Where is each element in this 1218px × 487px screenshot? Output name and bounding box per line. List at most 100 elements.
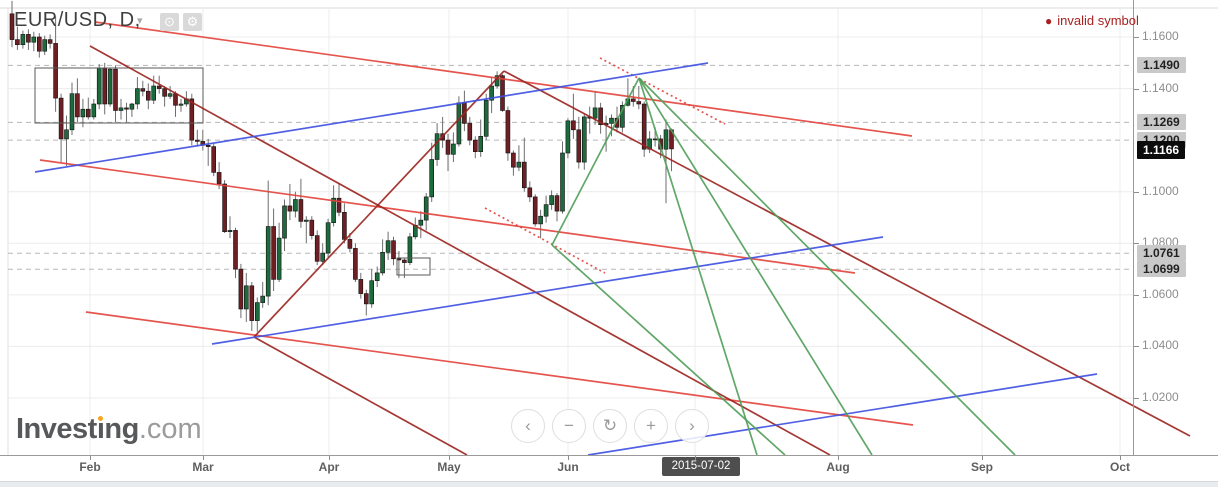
candle-body xyxy=(636,101,642,105)
chevron-down-icon[interactable]: ▾ xyxy=(137,15,143,27)
drawn-rectangle[interactable] xyxy=(34,67,204,124)
candle-body xyxy=(113,68,118,111)
candle-body xyxy=(527,187,533,198)
trendline-red-march-breakdown[interactable] xyxy=(253,336,468,455)
candle-body xyxy=(69,93,75,131)
candle-body xyxy=(516,161,522,168)
trendline-blue-rising-upper[interactable] xyxy=(34,62,709,173)
trendline-red-mid-support[interactable] xyxy=(39,159,856,274)
price-tick xyxy=(1134,243,1139,245)
month-label: Aug xyxy=(826,460,850,474)
candle-body xyxy=(271,226,276,280)
month-tick xyxy=(329,456,330,460)
trendline-green-fan-steep[interactable] xyxy=(638,77,758,455)
candle-body xyxy=(342,212,347,240)
candle-body xyxy=(456,102,462,145)
candle-body xyxy=(162,88,167,97)
candle-body xyxy=(353,248,358,280)
pan-right-button[interactable]: › xyxy=(675,409,709,443)
alert-dot-icon: ● xyxy=(1045,14,1053,28)
candle-body xyxy=(402,259,407,263)
price-chart-canvas[interactable] xyxy=(0,0,1218,455)
trendline-red-rally-to-may-high[interactable] xyxy=(253,70,505,338)
alert-price-label[interactable]: 1.1490 xyxy=(1137,57,1186,74)
month-label: Apr xyxy=(318,460,340,474)
candle-body xyxy=(554,195,560,212)
candle-body xyxy=(265,226,271,297)
candle-body xyxy=(511,152,516,168)
candle-body xyxy=(549,195,554,205)
candle-body xyxy=(347,239,353,249)
drawn-rectangle[interactable] xyxy=(396,257,431,276)
candle-body xyxy=(363,293,369,305)
trendline-red-dotted-upper[interactable] xyxy=(599,57,726,125)
price-axis[interactable]: 1.16001.14901.14001.12691.12001.10001.08… xyxy=(1133,0,1218,455)
candle-body xyxy=(91,103,97,118)
candle-body xyxy=(483,99,489,137)
month-label: Sep xyxy=(970,460,994,474)
candle-body xyxy=(96,67,102,105)
candle-body xyxy=(592,107,598,119)
month-tick xyxy=(695,456,696,460)
candle-body xyxy=(543,204,549,217)
gear-icon[interactable]: ⚙ xyxy=(183,13,202,31)
symbol-title: EUR/USD, D, xyxy=(14,9,141,31)
trendline-red-steep-channel[interactable] xyxy=(89,45,831,455)
trendline-blue-rising-lower[interactable] xyxy=(587,373,1098,455)
candle-body xyxy=(571,120,576,131)
trendline-green-fan-mid[interactable] xyxy=(638,77,873,455)
candle-body xyxy=(282,205,287,239)
alert-price-label[interactable]: 1.0699 xyxy=(1137,261,1186,278)
alert-price-label[interactable]: 1.1269 xyxy=(1137,114,1186,131)
pan-left-button[interactable]: ‹ xyxy=(511,409,545,443)
current-price-tag[interactable]: 1.1166 xyxy=(1137,140,1186,159)
candle-body xyxy=(244,285,249,310)
reset-view-button[interactable]: ↻ xyxy=(593,409,627,443)
bottom-scroll-strip[interactable] xyxy=(0,481,1218,487)
trendline-green-lower-parallel[interactable] xyxy=(551,244,786,455)
invalid-symbol-notice: ● invalid symbol xyxy=(1045,13,1139,28)
trendline-red-decline-from-may[interactable] xyxy=(503,70,1191,437)
candle-body xyxy=(314,235,320,262)
candle-body xyxy=(374,272,380,281)
month-label: May xyxy=(437,460,461,474)
candle-body xyxy=(178,103,184,106)
alert-price-label[interactable]: 1.0761 xyxy=(1137,245,1186,262)
crosshair-date-tooltip: 2015-07-02 xyxy=(662,457,740,476)
candle-body xyxy=(489,85,494,101)
trendline-red-dotted-lower[interactable] xyxy=(484,207,606,274)
trendline-green-fan-shallow[interactable] xyxy=(638,77,1016,455)
price-tick xyxy=(1134,398,1139,399)
zoom-out-button[interactable]: − xyxy=(552,409,586,443)
candle-body xyxy=(505,110,511,154)
price-axis-label: 1.0400 xyxy=(1142,338,1179,353)
price-axis-label: 1.0600 xyxy=(1142,286,1179,301)
candle-body xyxy=(320,252,326,262)
candle-body xyxy=(630,98,636,102)
candle-body xyxy=(189,98,195,141)
trendline-blue-rising-mid[interactable] xyxy=(211,236,884,345)
month-label: Jun xyxy=(557,460,579,474)
candle-body xyxy=(581,116,587,163)
candle-body xyxy=(652,138,658,141)
candle-body xyxy=(135,88,140,105)
candle-body xyxy=(560,152,565,212)
candle-body xyxy=(205,145,211,147)
candle-body xyxy=(260,295,266,303)
trendline-red-lower-support[interactable] xyxy=(85,311,914,426)
candle-body xyxy=(86,108,91,118)
candle-body xyxy=(211,146,216,173)
zoom-in-button[interactable]: + xyxy=(634,409,668,443)
trendline-red-upper-resistance[interactable] xyxy=(94,21,913,137)
month-tick xyxy=(1120,456,1121,460)
month-tick xyxy=(203,456,204,460)
trendline-green-handle[interactable] xyxy=(551,77,640,246)
price-axis-label: 1.0200 xyxy=(1142,390,1179,404)
candle-body xyxy=(434,133,440,160)
candle-body xyxy=(309,219,315,236)
month-tick xyxy=(90,456,91,460)
time-axis[interactable]: 2015-07-02 Feb Mar Apr May Jun Aug Sep Oct xyxy=(0,455,1218,482)
snapshot-icon[interactable]: ⊙ xyxy=(160,13,179,31)
candle-body xyxy=(298,199,304,222)
